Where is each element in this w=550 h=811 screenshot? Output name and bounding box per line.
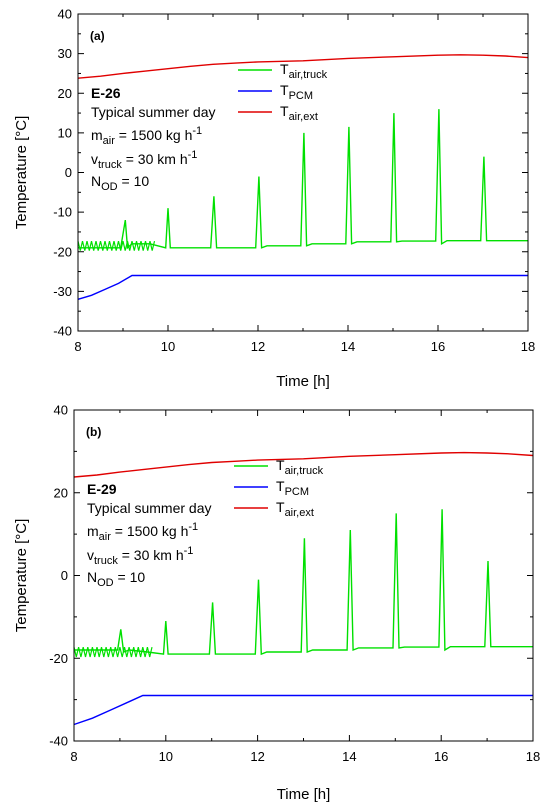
x-tick-label: 8 (74, 339, 81, 354)
x-tick-label: 16 (434, 749, 448, 764)
legend-label: Tair,ext (276, 499, 314, 519)
y-tick-label: 10 (58, 125, 72, 140)
legend-label: Tair,ext (280, 103, 318, 123)
y-axis-title: Temperature [°C] (13, 519, 30, 633)
y-tick-label: 30 (58, 46, 72, 61)
x-tick-label: 10 (161, 339, 175, 354)
y-tick-label: -30 (53, 284, 72, 299)
x-tick-label: 8 (70, 749, 77, 764)
legend-label: TPCM (280, 82, 313, 102)
x-axis-title: Time [h] (276, 373, 330, 390)
chart-panel-a: -40 -30 -20 -10 0 10 20 30 40 8 10 12 14 16 18 Time [h]… (13, 7, 535, 391)
x-tick-label: 14 (342, 749, 356, 764)
y-tick-label: 40 (58, 7, 72, 22)
y-tick-label: -40 (53, 324, 72, 339)
series-line-air-truck (78, 109, 528, 250)
mass-flow-label: mair = 1500 kg h-1 (91, 125, 202, 147)
y-tick-label: -10 (53, 205, 72, 220)
series-line-air-truck-oscillation (77, 240, 156, 251)
x-axis-title: Time [h] (277, 786, 331, 803)
mass-flow-label: mair = 1500 kg h-1 (87, 521, 198, 543)
x-tick-label: 18 (526, 749, 540, 764)
series-line-air-truck-oscillation (73, 646, 153, 658)
y-tick-label: -40 (49, 734, 68, 749)
legend-label: Tair,truck (280, 61, 328, 81)
y-tick-label: 20 (54, 485, 68, 500)
openings-label: NOD = 10 (91, 173, 149, 193)
x-tick-label: 12 (251, 339, 265, 354)
x-tick-label: 16 (431, 339, 445, 354)
y-tick-label: -20 (53, 244, 72, 259)
y-tick-label: 0 (65, 165, 72, 180)
x-tick-label: 18 (521, 339, 535, 354)
case-label: E-26 (91, 85, 121, 101)
y-tick-label: 20 (58, 86, 72, 101)
legend-label: Tair,truck (276, 457, 324, 477)
series-line-pcm (77, 274, 528, 300)
series-line-air-ext (73, 451, 534, 478)
truck-speed-label: vtruck = 30 km h-1 (91, 149, 197, 171)
x-tick-label: 14 (341, 339, 355, 354)
panel-label: (a) (90, 29, 105, 43)
case-label: E-29 (87, 481, 117, 497)
panel-label: (b) (86, 425, 101, 439)
y-tick-label: -20 (49, 651, 68, 666)
series-line-air-truck (74, 509, 533, 656)
openings-label: NOD = 10 (87, 569, 145, 589)
annotation-line: Typical summer day (87, 500, 211, 516)
y-axis-title: Temperature [°C] (13, 116, 30, 230)
y-tick-label: 40 (54, 403, 68, 418)
series-line-pcm (73, 694, 533, 726)
chart-panel-b: -40 -20 0 20 40 8 10 12 14 16 18 Time [h] Temperatur… (13, 403, 540, 804)
x-tick-label: 10 (159, 749, 173, 764)
truck-speed-label: vtruck = 30 km h-1 (87, 545, 193, 567)
legend-label: TPCM (276, 478, 309, 498)
annotation-line: Typical summer day (91, 104, 215, 120)
series-line-air-ext (77, 54, 529, 79)
x-tick-label: 12 (250, 749, 264, 764)
y-tick-label: 0 (61, 568, 68, 583)
